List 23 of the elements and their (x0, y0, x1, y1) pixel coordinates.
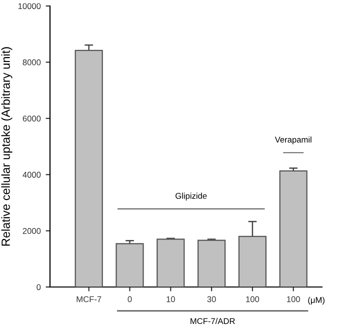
bar (238, 236, 267, 287)
bar (116, 243, 144, 287)
x-tick-label: 0 (128, 296, 132, 302)
y-tick-label: 2000 (22, 228, 41, 234)
x-tick-label: 100 (287, 296, 300, 302)
y-tick-label: 4000 (22, 172, 41, 178)
annotation: Glipizide (176, 192, 207, 200)
bar (156, 238, 185, 287)
y-tick-label: 6000 (22, 116, 41, 122)
annotation: Verapamil (274, 136, 312, 144)
bar (198, 240, 226, 287)
y-tick-label: 10000 (18, 3, 41, 10)
bar (74, 50, 103, 287)
x-tick-label: 100 (246, 296, 260, 302)
y-tick-label: 0 (36, 284, 41, 290)
y-axis-title: Relative cellular uptake (Arbitrary unit) (1, 47, 12, 246)
x-tick-label: 30 (207, 296, 216, 302)
text: (μM) (308, 296, 324, 305)
y-tick-label: 8000 (22, 59, 41, 66)
bar (279, 170, 308, 287)
x-tick-label: MCF-7 (76, 296, 102, 302)
text: MCF-7/ADR (190, 318, 235, 324)
x-tick-label: 10 (166, 296, 175, 302)
